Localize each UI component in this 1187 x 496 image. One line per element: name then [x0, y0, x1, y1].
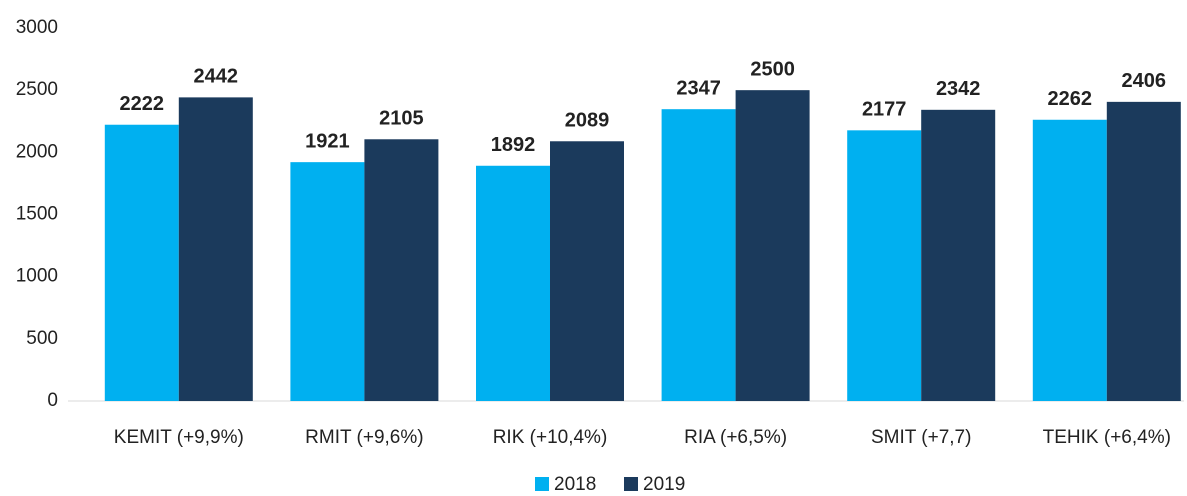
bar — [847, 130, 922, 401]
y-tick-label: 500 — [26, 328, 58, 349]
y-tick-label: 2000 — [16, 141, 58, 162]
legend-swatch — [535, 477, 549, 491]
data-label: 1921 — [305, 130, 350, 152]
bar — [104, 124, 179, 402]
bar — [921, 109, 996, 401]
data-label: 2262 — [1048, 88, 1093, 110]
bar — [290, 162, 365, 401]
bar — [476, 165, 550, 401]
x-tick-label: RMIT (+9,6%) — [305, 427, 423, 448]
y-tick-label: 1000 — [16, 266, 58, 287]
data-label: 2442 — [194, 66, 239, 88]
data-label: 2222 — [120, 93, 165, 115]
data-label: 2406 — [1122, 70, 1167, 92]
y-tick-label: 3000 — [16, 17, 58, 38]
bar — [661, 109, 736, 401]
bar — [735, 90, 810, 402]
x-tick-label: RIK (+10,4%) — [493, 427, 608, 448]
y-tick-label: 0 — [47, 390, 58, 411]
legend-label: 2019 — [643, 474, 685, 495]
bar — [364, 139, 439, 402]
legend-label: 2018 — [554, 474, 596, 495]
data-label: 2500 — [750, 58, 795, 80]
y-tick-label: 1500 — [16, 204, 58, 225]
data-label: 2105 — [379, 108, 424, 130]
data-label: 1892 — [491, 134, 536, 156]
data-label: 2089 — [565, 110, 610, 132]
bar — [178, 97, 253, 402]
bar — [550, 141, 624, 401]
legend-swatch — [624, 477, 638, 491]
x-tick-label: RIA (+6,5%) — [684, 427, 787, 448]
y-tick-label: 2500 — [16, 79, 58, 100]
data-label: 2342 — [936, 78, 981, 100]
data-label: 2177 — [862, 99, 907, 121]
x-tick-label: TEHIK (+6,4%) — [1043, 427, 1171, 448]
x-tick-label: KEMIT (+9,9%) — [114, 427, 244, 448]
x-tick-label: SMIT (+7,7) — [871, 427, 971, 448]
data-label: 2347 — [676, 77, 721, 99]
bar — [1106, 101, 1181, 401]
bar — [1032, 119, 1107, 402]
